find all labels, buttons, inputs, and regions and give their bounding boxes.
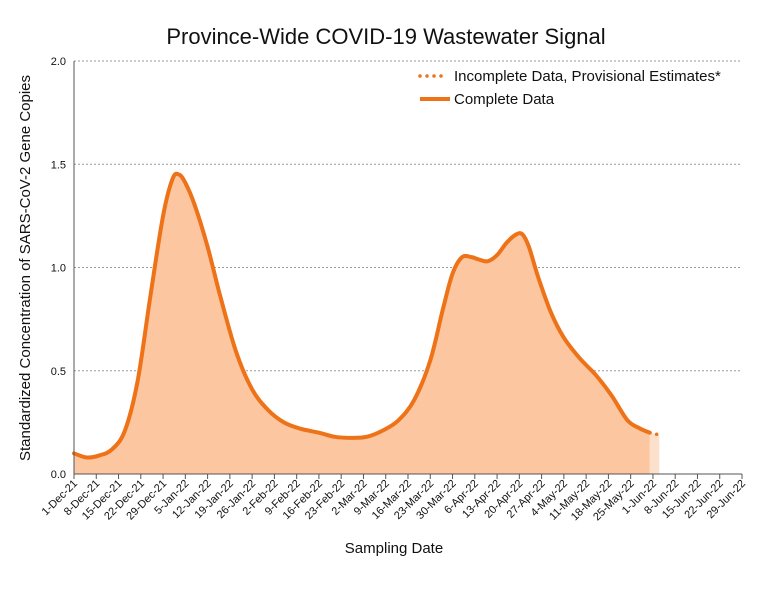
series-line-provisional [648, 430, 662, 437]
series-lines [72, 171, 662, 460]
series-line-complete [72, 171, 652, 460]
y-tick-label: 1.0 [51, 263, 66, 275]
y-tick-label: 2.0 [51, 56, 66, 68]
legend-label-complete: Complete Data [454, 91, 555, 108]
series-area-1 [649, 432, 660, 474]
y-tick-label: 0.5 [51, 366, 66, 378]
x-axis-label: Sampling Date [345, 540, 443, 557]
grid-lines [74, 60, 742, 372]
x-tick-labels: 1-Dec-218-Dec-2115-Dec-2122-Dec-2129-Dec… [40, 474, 748, 523]
area-fill-layer [74, 173, 660, 474]
chart-title: Province-Wide COVID-19 Wastewater Signal [166, 24, 605, 49]
legend-label-incomplete: Incomplete Data, Provisional Estimates* [454, 68, 721, 85]
y-tick-label: 1.5 [51, 159, 66, 171]
y-axis-label: Standardized Concentration of SARS-CoV-2… [17, 75, 34, 461]
legend: Incomplete Data, Provisional Estimates* … [418, 68, 721, 108]
y-tick-label: 0.0 [51, 469, 66, 481]
y-tick-labels: 0.0 0.5 1.0 1.5 2.0 [51, 56, 66, 481]
series-area-0 [74, 173, 650, 474]
